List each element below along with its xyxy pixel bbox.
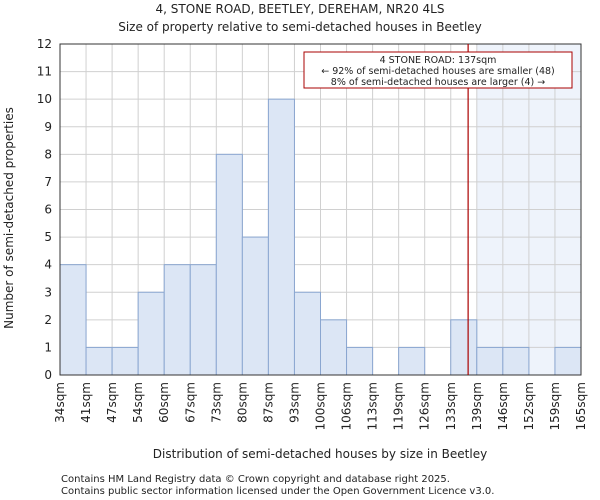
x-tick-label: 41sqm [79,382,93,423]
y-tick-label: 0 [44,368,52,382]
annotation-title: 4 STONE ROAD: 137sqm [380,55,497,66]
x-tick-label: 113sqm [366,382,380,430]
bar [502,346,530,376]
bar [554,346,582,376]
footer-line-2: Contains public sector information licen… [61,486,494,497]
bar [59,264,87,376]
bar [137,291,165,376]
y-tick-label: 11 [37,65,52,79]
bar [476,346,504,376]
footer-line-1: Contains HM Land Registry data © Crown c… [61,474,450,485]
x-tick-label: 100sqm [314,382,328,430]
bar [111,346,139,376]
bar [189,264,217,376]
y-axis-label: Number of semi-detached properties [2,107,16,329]
y-tick-label: 1 [44,340,52,354]
y-tick-label: 5 [44,230,52,244]
chart-title: 4, STONE ROAD, BEETLEY, DEREHAM, NR20 4L… [156,2,445,16]
x-axis-label: Distribution of semi-detached houses by … [153,447,487,461]
annotation-larger: 8% of semi-detached houses are larger (4… [331,77,545,88]
x-tick-label: 87sqm [261,382,275,423]
x-tick-label: 126sqm [418,382,432,430]
y-tick-label: 12 [37,37,52,51]
x-tick-label: 146sqm [496,382,510,430]
x-tick-label: 80sqm [235,382,249,423]
bar [241,236,269,376]
plot-frame [59,43,582,376]
y-tick-label: 9 [44,120,52,134]
bar [267,98,295,376]
x-tick-label: 34sqm [53,382,67,423]
bar [450,319,478,376]
bar [346,346,374,376]
x-tick-label: 67sqm [183,382,197,423]
x-tick-label: 159sqm [548,382,562,430]
y-tick-label: 8 [44,147,52,161]
x-tick-label: 73sqm [209,382,223,423]
bar [320,319,348,376]
x-tick-label: 152sqm [522,382,536,430]
bar [215,153,243,376]
x-tick-label: 93sqm [287,382,301,423]
bar [398,346,426,376]
annotation-box [303,51,573,89]
y-tick-label: 2 [44,313,52,327]
x-tick-label: 60sqm [157,382,171,423]
x-tick-label: 47sqm [105,382,119,423]
annotation-smaller: ← 92% of semi-detached houses are smalle… [321,66,555,77]
x-tick-label: 119sqm [392,382,406,430]
x-tick-label: 165sqm [574,382,588,430]
chart-subtitle: Size of property relative to semi-detach… [118,20,482,34]
x-tick-label: 106sqm [340,382,354,430]
y-tick-label: 3 [44,285,52,299]
x-tick-label: 54sqm [131,382,145,423]
y-tick-label: 6 [44,203,52,217]
x-tick-label: 139sqm [470,382,484,430]
bar [163,264,191,376]
y-tick-label: 4 [44,258,52,272]
y-tick-label: 10 [37,92,52,106]
bar [85,346,113,376]
x-tick-label: 133sqm [444,382,458,430]
bar [293,291,322,376]
y-tick-label: 7 [44,175,52,189]
